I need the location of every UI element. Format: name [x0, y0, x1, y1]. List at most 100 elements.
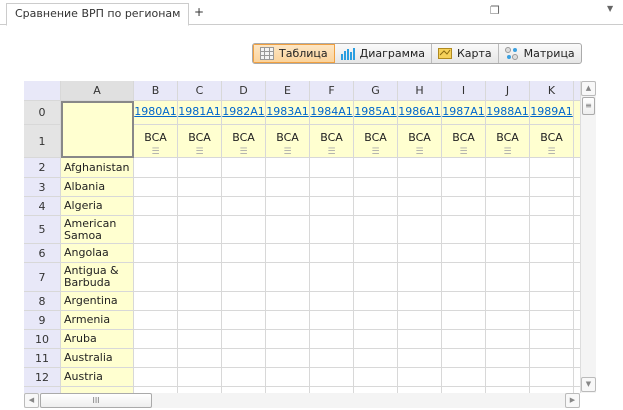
data-cell[interactable] [398, 216, 442, 244]
column-header[interactable]: I [442, 81, 486, 101]
filter-icon[interactable]: ☰ [239, 147, 248, 157]
data-cell[interactable] [486, 387, 530, 393]
data-cell[interactable] [442, 244, 486, 263]
data-cell[interactable] [222, 387, 266, 393]
data-cell[interactable] [266, 178, 310, 197]
data-cell[interactable] [266, 292, 310, 311]
data-cell[interactable] [266, 349, 310, 368]
data-cell[interactable] [486, 244, 530, 263]
row-header[interactable]: 7 [24, 263, 61, 292]
data-cell[interactable] [266, 216, 310, 244]
selected-cell[interactable] [61, 101, 134, 158]
data-cell[interactable] [134, 178, 178, 197]
country-cell[interactable]: American Samoa [61, 216, 134, 244]
row-header[interactable]: 3 [24, 178, 61, 197]
vertical-scrollbar[interactable]: ▲ ≡ ▼ [580, 81, 596, 393]
data-cell[interactable] [178, 244, 222, 263]
data-cell[interactable] [574, 158, 580, 178]
data-cell[interactable] [486, 263, 530, 292]
data-cell[interactable] [574, 244, 580, 263]
data-cell[interactable] [442, 311, 486, 330]
row-header[interactable]: 5 [24, 216, 61, 244]
row-header[interactable]: 8 [24, 292, 61, 311]
data-cell[interactable] [310, 216, 354, 244]
filter-icon[interactable]: ☰ [327, 147, 336, 157]
row-header[interactable]: 2 [24, 158, 61, 178]
data-cell[interactable] [178, 158, 222, 178]
country-cell[interactable]: Austria [61, 368, 134, 387]
column-header[interactable]: C [178, 81, 222, 101]
data-cell[interactable] [486, 311, 530, 330]
data-cell[interactable] [530, 368, 574, 387]
data-cell[interactable] [442, 368, 486, 387]
view-chart-button[interactable]: Диаграмма [335, 44, 432, 63]
row-header[interactable]: 12 [24, 368, 61, 387]
data-cell[interactable] [134, 330, 178, 349]
data-cell[interactable] [222, 158, 266, 178]
data-cell[interactable] [530, 244, 574, 263]
data-cell[interactable] [486, 292, 530, 311]
data-cell[interactable] [266, 311, 310, 330]
data-cell[interactable] [178, 349, 222, 368]
row-header[interactable]: 10 [24, 330, 61, 349]
data-cell[interactable] [266, 244, 310, 263]
data-cell[interactable] [134, 368, 178, 387]
data-cell[interactable] [354, 292, 398, 311]
data-cell[interactable] [310, 311, 354, 330]
filter-icon[interactable]: ☰ [415, 147, 424, 157]
data-cell[interactable] [134, 292, 178, 311]
year-header-link[interactable]: 1986A1 [398, 101, 442, 125]
data-cell[interactable] [266, 263, 310, 292]
country-cell[interactable]: Australia [61, 349, 134, 368]
data-cell[interactable] [530, 158, 574, 178]
data-cell[interactable] [398, 244, 442, 263]
country-cell[interactable]: Armenia [61, 311, 134, 330]
data-cell[interactable] [442, 387, 486, 393]
column-header[interactable]: A [61, 81, 134, 101]
row-header[interactable]: 4 [24, 197, 61, 216]
data-cell[interactable] [134, 197, 178, 216]
data-cell[interactable] [266, 158, 310, 178]
data-cell[interactable] [574, 311, 580, 330]
data-cell[interactable] [398, 349, 442, 368]
year-header-link[interactable]: 1983A1 [266, 101, 310, 125]
data-cell[interactable] [530, 178, 574, 197]
filter-icon[interactable]: ☰ [503, 147, 512, 157]
data-cell[interactable] [222, 292, 266, 311]
row-header[interactable]: 6 [24, 244, 61, 263]
data-cell[interactable] [574, 292, 580, 311]
data-cell[interactable] [574, 197, 580, 216]
data-cell[interactable] [178, 330, 222, 349]
data-cell[interactable] [266, 387, 310, 393]
data-cell[interactable] [442, 158, 486, 178]
year-header-link[interactable]: 1988A1 [486, 101, 530, 125]
data-cell[interactable] [222, 330, 266, 349]
column-header[interactable] [574, 81, 580, 101]
data-cell[interactable] [266, 368, 310, 387]
data-cell[interactable] [310, 387, 354, 393]
filter-icon[interactable]: ☰ [151, 147, 160, 157]
data-cell[interactable] [310, 158, 354, 178]
row-header[interactable] [24, 387, 61, 393]
column-header[interactable]: G [354, 81, 398, 101]
column-header[interactable]: K [530, 81, 574, 101]
data-cell[interactable] [486, 158, 530, 178]
data-cell[interactable] [134, 216, 178, 244]
scroll-down-icon[interactable]: ▼ [581, 377, 596, 392]
data-cell[interactable] [530, 387, 574, 393]
data-cell[interactable] [310, 349, 354, 368]
scroll-left-icon[interactable]: ◀ [24, 393, 39, 408]
data-cell[interactable] [398, 368, 442, 387]
data-cell[interactable] [354, 387, 398, 393]
data-cell[interactable] [178, 216, 222, 244]
column-header[interactable]: H [398, 81, 442, 101]
filter-icon[interactable]: ☰ [547, 147, 556, 157]
filter-icon[interactable]: ☰ [195, 147, 204, 157]
year-header-link[interactable]: 1989A1 [530, 101, 574, 125]
data-cell[interactable] [398, 263, 442, 292]
data-cell[interactable] [134, 387, 178, 393]
column-header[interactable]: B [134, 81, 178, 101]
country-cell[interactable]: Argentina [61, 292, 134, 311]
data-cell[interactable] [530, 311, 574, 330]
data-cell[interactable] [442, 197, 486, 216]
